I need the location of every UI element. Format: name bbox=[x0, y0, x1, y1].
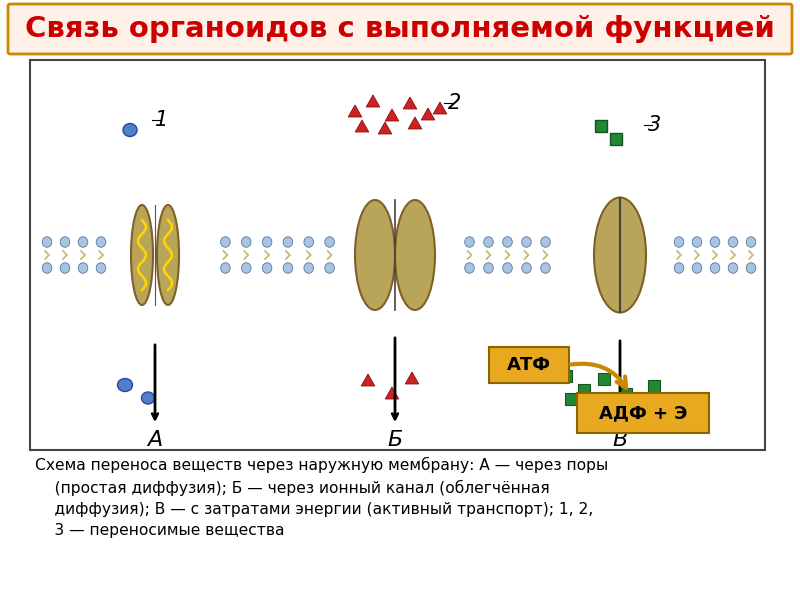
Ellipse shape bbox=[118, 379, 133, 391]
Ellipse shape bbox=[96, 263, 106, 273]
Ellipse shape bbox=[465, 237, 474, 247]
Ellipse shape bbox=[484, 237, 494, 247]
Ellipse shape bbox=[674, 263, 684, 273]
Ellipse shape bbox=[304, 263, 314, 273]
Bar bbox=[620, 388, 632, 400]
Ellipse shape bbox=[395, 200, 435, 310]
Bar bbox=[648, 380, 660, 392]
Ellipse shape bbox=[142, 392, 154, 404]
Polygon shape bbox=[403, 97, 417, 109]
FancyBboxPatch shape bbox=[8, 4, 792, 54]
Ellipse shape bbox=[283, 263, 293, 273]
Polygon shape bbox=[386, 387, 398, 399]
Ellipse shape bbox=[60, 263, 70, 273]
Ellipse shape bbox=[728, 237, 738, 247]
Ellipse shape bbox=[283, 237, 293, 247]
Ellipse shape bbox=[746, 263, 756, 273]
Ellipse shape bbox=[710, 237, 720, 247]
Text: А: А bbox=[147, 430, 162, 450]
Ellipse shape bbox=[484, 263, 494, 273]
Bar bbox=[640, 410, 652, 422]
FancyBboxPatch shape bbox=[577, 393, 709, 433]
Ellipse shape bbox=[262, 237, 272, 247]
Bar bbox=[578, 384, 590, 396]
Polygon shape bbox=[355, 120, 369, 132]
Ellipse shape bbox=[541, 237, 550, 247]
Ellipse shape bbox=[242, 263, 251, 273]
Bar bbox=[560, 370, 572, 382]
Ellipse shape bbox=[594, 197, 646, 313]
Ellipse shape bbox=[728, 263, 738, 273]
Ellipse shape bbox=[674, 237, 684, 247]
Polygon shape bbox=[408, 117, 422, 129]
Ellipse shape bbox=[692, 237, 702, 247]
Ellipse shape bbox=[78, 263, 88, 273]
Text: В: В bbox=[612, 430, 628, 450]
Ellipse shape bbox=[78, 237, 88, 247]
Bar bbox=[30, 60, 765, 450]
Polygon shape bbox=[386, 109, 398, 121]
Ellipse shape bbox=[262, 263, 272, 273]
Bar bbox=[630, 396, 642, 408]
Ellipse shape bbox=[242, 237, 251, 247]
Text: Схема переноса веществ через наружную мембрану: А — через поры
    (простая дифф: Схема переноса веществ через наружную ме… bbox=[35, 457, 608, 538]
Ellipse shape bbox=[325, 237, 334, 247]
Ellipse shape bbox=[221, 263, 230, 273]
Ellipse shape bbox=[42, 237, 52, 247]
Ellipse shape bbox=[710, 263, 720, 273]
Polygon shape bbox=[405, 372, 419, 384]
Ellipse shape bbox=[96, 237, 106, 247]
Text: АТФ: АТФ bbox=[507, 356, 551, 374]
Ellipse shape bbox=[746, 237, 756, 247]
Text: АДФ + Э: АДФ + Э bbox=[599, 404, 687, 422]
FancyBboxPatch shape bbox=[489, 347, 569, 383]
Ellipse shape bbox=[502, 263, 512, 273]
Ellipse shape bbox=[42, 263, 52, 273]
Ellipse shape bbox=[692, 263, 702, 273]
Ellipse shape bbox=[131, 205, 153, 305]
Bar bbox=[610, 133, 622, 145]
Polygon shape bbox=[378, 122, 392, 134]
Ellipse shape bbox=[325, 263, 334, 273]
Ellipse shape bbox=[304, 237, 314, 247]
Ellipse shape bbox=[221, 237, 230, 247]
Bar bbox=[565, 393, 577, 405]
Ellipse shape bbox=[465, 263, 474, 273]
Ellipse shape bbox=[522, 237, 531, 247]
Ellipse shape bbox=[355, 200, 395, 310]
Bar bbox=[595, 120, 607, 132]
Text: 3: 3 bbox=[648, 115, 662, 135]
Polygon shape bbox=[421, 108, 435, 120]
Ellipse shape bbox=[60, 237, 70, 247]
Polygon shape bbox=[366, 95, 380, 107]
Ellipse shape bbox=[522, 263, 531, 273]
Text: 2: 2 bbox=[448, 93, 462, 113]
Bar bbox=[598, 373, 610, 385]
Text: Б: Б bbox=[387, 430, 402, 450]
Polygon shape bbox=[434, 102, 446, 114]
Text: 1: 1 bbox=[155, 110, 168, 130]
Ellipse shape bbox=[502, 237, 512, 247]
Bar bbox=[605, 403, 617, 415]
Polygon shape bbox=[348, 105, 362, 117]
FancyArrowPatch shape bbox=[570, 364, 626, 388]
Ellipse shape bbox=[541, 263, 550, 273]
Ellipse shape bbox=[123, 124, 137, 136]
Text: Связь органоидов с выполняемой функцией: Связь органоидов с выполняемой функцией bbox=[25, 15, 775, 43]
Polygon shape bbox=[362, 374, 374, 386]
Ellipse shape bbox=[157, 205, 179, 305]
